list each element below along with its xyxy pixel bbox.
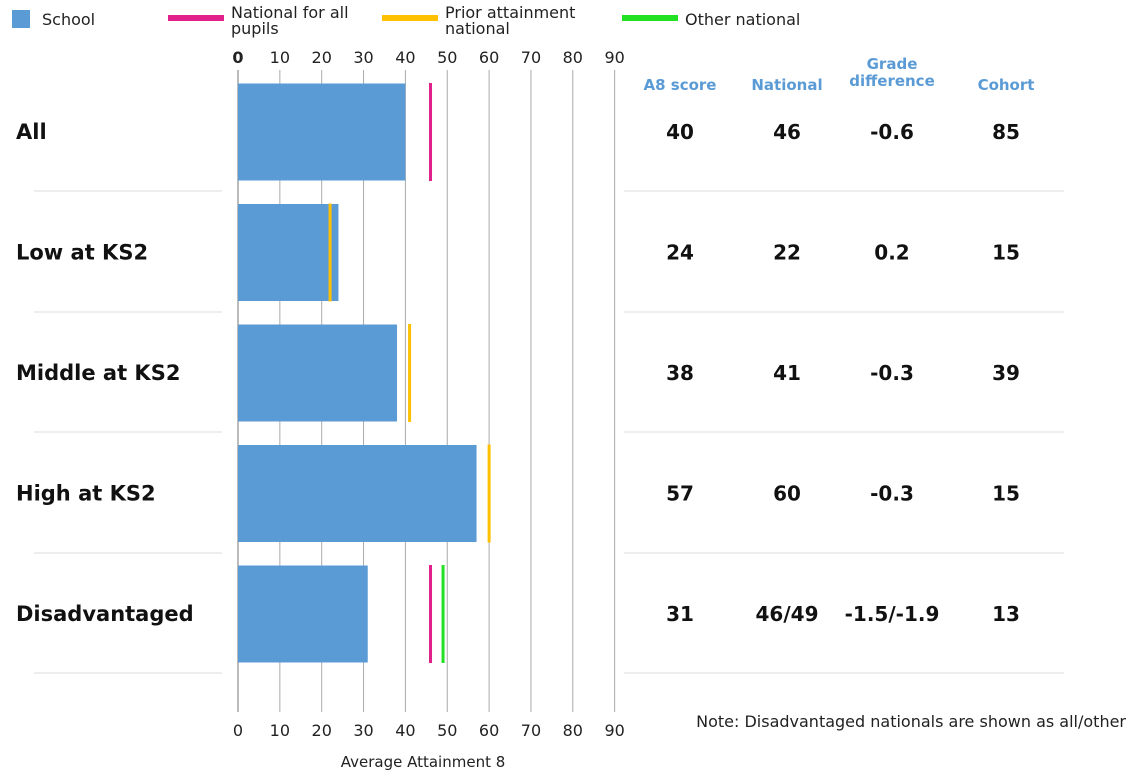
bar-middle-at-ks2 xyxy=(238,324,398,422)
category-label: Middle at KS2 xyxy=(16,361,180,385)
table-cell: 15 xyxy=(992,241,1020,265)
table-cell: 39 xyxy=(992,361,1020,385)
table-cell: 24 xyxy=(666,241,694,265)
table-cell: 46/49 xyxy=(756,602,819,626)
x-tick-top: 90 xyxy=(604,48,624,67)
legend-label-0: School xyxy=(42,10,95,29)
legend-label-1: pupils xyxy=(231,19,279,38)
legend-label-2: national xyxy=(445,19,510,38)
x-tick-top: 0 xyxy=(232,48,243,67)
bar-high-at-ks2 xyxy=(238,445,477,542)
column-header: Cohort xyxy=(978,76,1035,94)
marker-prior-attainment-national xyxy=(487,444,491,543)
x-tick-bottom: 30 xyxy=(353,721,373,740)
table-cell: 40 xyxy=(666,120,694,144)
x-tick-top: 50 xyxy=(437,48,457,67)
table-cell: 31 xyxy=(666,602,694,626)
x-tick-bottom: 0 xyxy=(233,721,243,740)
bar-all xyxy=(238,83,406,181)
legend-swatch-2 xyxy=(382,15,438,21)
table-cell: 60 xyxy=(773,482,801,506)
x-axis-bottom-ticks: 0 10 20 30 40 50 60 70 80 90 xyxy=(233,721,625,740)
x-tick-bottom: 40 xyxy=(395,721,415,740)
column-header: A8 score xyxy=(644,76,717,94)
legend-label-1: National for all xyxy=(231,3,349,22)
marker-prior-attainment-national xyxy=(408,324,412,422)
x-tick-top: 80 xyxy=(563,48,583,67)
x-tick-top: 30 xyxy=(353,48,373,67)
table-cell: 15 xyxy=(992,482,1020,506)
legend-swatch-0 xyxy=(12,10,30,28)
table-cell: -1.5/-1.9 xyxy=(845,602,940,626)
marker-prior-attainment-national xyxy=(328,203,332,302)
x-tick-bottom: 80 xyxy=(563,721,583,740)
column-header: Grade xyxy=(867,55,918,73)
x-tick-bottom: 20 xyxy=(312,721,332,740)
table-cell: 13 xyxy=(992,602,1020,626)
marker-national-for-all-pupils xyxy=(429,83,433,181)
table-cell: 38 xyxy=(666,361,694,385)
note-text: Note: Disadvantaged nationals are shown … xyxy=(696,712,1126,731)
x-tick-top: 60 xyxy=(479,48,499,67)
x-axis-top-ticks: 0 10 20 30 40 50 60 70 80 90 xyxy=(232,48,624,67)
bar-disadvantaged xyxy=(238,565,368,663)
category-label: High at KS2 xyxy=(16,482,156,506)
category-label: Disadvantaged xyxy=(16,602,194,626)
national-markers xyxy=(328,83,491,663)
x-tick-top: 70 xyxy=(521,48,541,67)
x-tick-bottom: 90 xyxy=(604,721,624,740)
x-tick-bottom: 50 xyxy=(437,721,457,740)
x-tick-bottom: 10 xyxy=(270,721,290,740)
table-cell: 0.2 xyxy=(874,241,909,265)
table-cell: 41 xyxy=(773,361,801,385)
row-separators xyxy=(34,190,1064,674)
x-tick-top: 10 xyxy=(270,48,290,67)
table-cell: -0.6 xyxy=(870,120,914,144)
table-cell: 46 xyxy=(773,120,801,144)
table-cell: 85 xyxy=(992,120,1020,144)
column-header: difference xyxy=(849,72,935,90)
legend-label-2: Prior attainment xyxy=(445,3,575,22)
marker-other-national xyxy=(441,565,445,663)
table-cell: -0.3 xyxy=(870,482,914,506)
marker-national-for-all-pupils xyxy=(429,565,433,663)
table-cell: -0.3 xyxy=(870,361,914,385)
x-tick-bottom: 60 xyxy=(479,721,499,740)
bars xyxy=(238,83,477,663)
x-tick-bottom: 70 xyxy=(521,721,541,740)
bar-low-at-ks2 xyxy=(238,204,339,301)
column-header: National xyxy=(751,76,822,94)
category-label: Low at KS2 xyxy=(16,241,148,265)
x-tick-top: 20 xyxy=(312,48,332,67)
x-tick-top: 40 xyxy=(395,48,415,67)
category-labels: All Low at KS2 Middle at KS2 High at KS2 Dis… xyxy=(16,120,194,626)
legend-swatch-3 xyxy=(622,15,678,21)
table-cell: 57 xyxy=(666,482,694,506)
x-axis-label: Average Attainment 8 xyxy=(341,753,506,771)
legend-swatch-1 xyxy=(168,15,224,21)
category-label: All xyxy=(16,120,47,144)
table-cell: 22 xyxy=(773,241,801,265)
legend-label-3: Other national xyxy=(685,10,800,29)
